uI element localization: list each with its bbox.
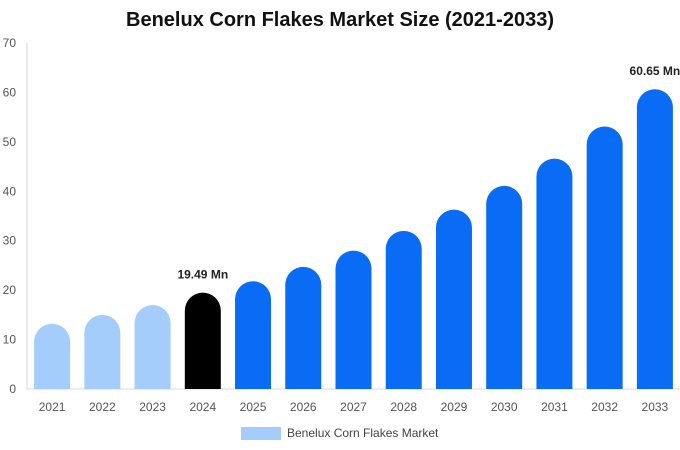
x-tick-label: 2033 (642, 400, 669, 414)
y-tick-label: 10 (3, 333, 17, 347)
bar[interactable] (84, 314, 121, 389)
legend[interactable]: Benelux Corn Flakes Market (241, 426, 438, 440)
bar[interactable] (184, 292, 221, 389)
bar[interactable] (586, 126, 623, 389)
y-tick-label: 50 (3, 135, 17, 149)
x-tick-label: 2026 (290, 400, 317, 414)
data-label: 60.65 Mn (630, 64, 680, 78)
y-tick-label: 70 (3, 36, 17, 50)
x-tick-label: 2031 (541, 400, 568, 414)
y-tick-label: 20 (3, 283, 17, 297)
x-tick-label: 2029 (441, 400, 468, 414)
y-tick-label: 30 (3, 234, 17, 248)
legend-label: Benelux Corn Flakes Market (287, 426, 439, 440)
y-tick-label: 40 (3, 184, 17, 198)
legend-swatch (241, 426, 281, 440)
y-tick-label: 0 (9, 382, 16, 396)
bar[interactable] (335, 250, 372, 389)
bar[interactable] (134, 304, 171, 389)
x-tick-label: 2030 (491, 400, 518, 414)
bar[interactable] (235, 281, 272, 389)
x-tick-label: 2025 (240, 400, 267, 414)
x-tick-label: 2023 (139, 400, 166, 414)
bar[interactable] (486, 185, 523, 389)
bar[interactable] (435, 209, 472, 389)
chart-title: Benelux Corn Flakes Market Size (2021-20… (126, 9, 554, 31)
data-label: 19.49 Mn (177, 268, 228, 282)
bar[interactable] (536, 158, 573, 389)
x-tick-label: 2022 (89, 400, 116, 414)
bar[interactable] (285, 266, 322, 389)
x-tick-label: 2027 (340, 400, 367, 414)
x-tick-label: 2028 (390, 400, 417, 414)
y-tick-label: 60 (3, 85, 17, 99)
bar[interactable] (34, 323, 71, 389)
x-tick-label: 2024 (189, 400, 216, 414)
x-tick-label: 2032 (591, 400, 618, 414)
bar[interactable] (385, 230, 422, 389)
bar[interactable] (636, 89, 673, 390)
x-tick-label: 2021 (39, 400, 66, 414)
